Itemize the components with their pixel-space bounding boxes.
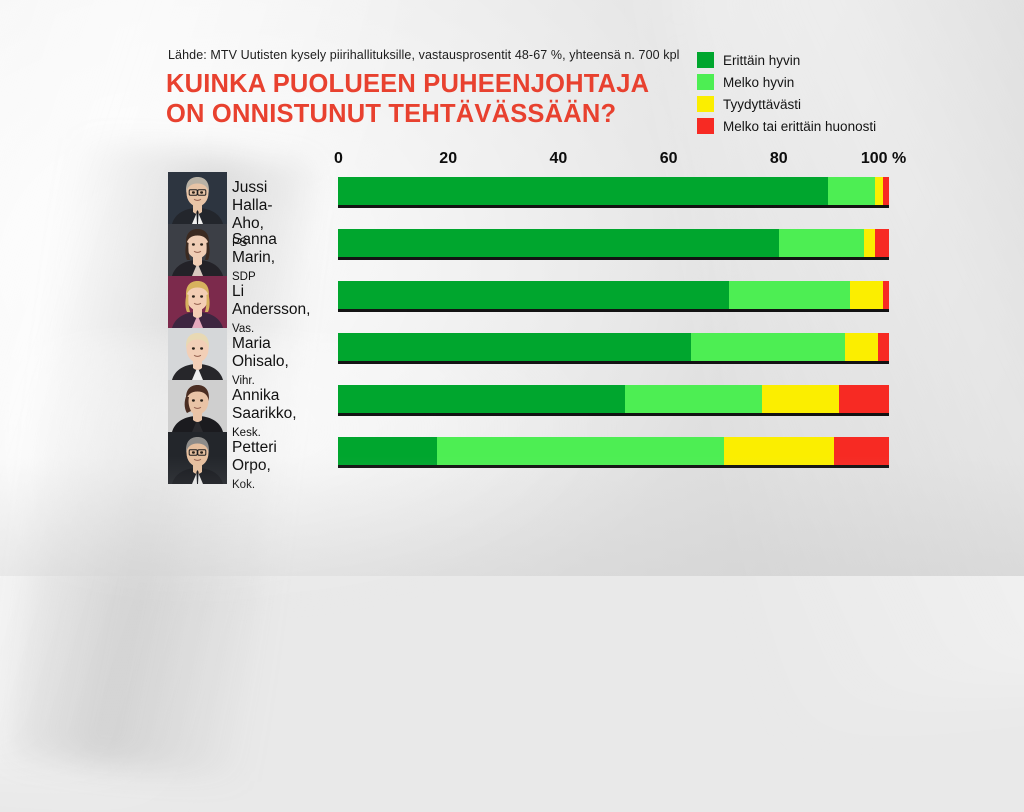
backdrop-bottom-fade xyxy=(0,456,1024,576)
candidate-party: Vihr. xyxy=(232,374,255,387)
bar-segment xyxy=(864,229,876,257)
legend-item-label: Melko hyvin xyxy=(723,74,795,90)
bar-segment xyxy=(875,229,889,257)
legend-swatch-icon xyxy=(697,52,714,68)
x-axis: 0 20 40 60 80 100 % xyxy=(334,150,906,172)
bar-segment xyxy=(883,177,889,205)
candidate-photo xyxy=(168,172,227,224)
candidate-first-name: Li xyxy=(232,283,245,300)
bar-segment xyxy=(877,333,889,361)
bar-segment xyxy=(839,385,889,413)
bar-segment xyxy=(338,281,730,309)
bar-segment xyxy=(338,333,691,361)
candidate-last-name: Ohisalo, Vihr. xyxy=(232,353,289,389)
candidate-party: SDP xyxy=(232,270,256,283)
candidate-name: Jussi Halla-Aho, PS xyxy=(232,179,272,251)
candidate-photo xyxy=(168,432,227,484)
stacked-bar xyxy=(338,333,889,361)
candidate-name: Annika Saarikko, Kesk. xyxy=(232,387,297,441)
candidate-last-name-text: Ohisalo, xyxy=(232,352,289,370)
candidate-first-name: Jussi xyxy=(232,179,268,196)
candidate-photo xyxy=(168,276,227,328)
bar-segment xyxy=(338,385,625,413)
stacked-bar xyxy=(338,437,889,465)
legend-swatch-icon xyxy=(697,96,714,112)
bar-segment xyxy=(833,437,889,465)
bar-segment xyxy=(437,437,724,465)
candidate-name: Petteri Orpo, Kok. xyxy=(232,439,277,493)
candidate-last-name: Orpo, Kok. xyxy=(232,457,277,493)
candidate-party: Kesk. xyxy=(232,426,261,439)
candidate-party: Kok. xyxy=(232,478,256,491)
bar-segment xyxy=(729,281,851,309)
bar-segment xyxy=(778,229,865,257)
candidate-party: Vas. xyxy=(232,322,255,335)
bar-segment xyxy=(338,229,779,257)
page-title-line-1: KUINKA PUOLUEEN PUHEENJOHTAJA xyxy=(166,70,650,98)
legend-item-label: Erittäin hyvin xyxy=(723,52,801,68)
candidate-last-name-text: Saarikko, xyxy=(232,404,297,422)
x-axis-tick-label: 0 xyxy=(333,150,343,167)
bar-segment xyxy=(723,437,834,465)
bar-segment xyxy=(762,385,840,413)
candidate-last-name-text: Andersson, xyxy=(232,300,311,318)
source-note: Lähde: MTV Uutisten kysely piirihallituk… xyxy=(168,48,680,62)
legend-item: Erittäin hyvin xyxy=(697,50,876,70)
x-axis-tick-label: 60 xyxy=(659,150,678,167)
legend-item-label: Melko tai erittäin huonosti xyxy=(723,118,877,134)
candidate-last-name: Halla-Aho, PS xyxy=(232,197,272,251)
candidate-first-name: Maria xyxy=(232,335,271,352)
stacked-bar xyxy=(338,281,889,309)
bar-segment xyxy=(338,437,438,465)
candidate-photo xyxy=(168,328,227,380)
legend-item-label: Tyydyttävästi xyxy=(723,96,802,112)
candidate-name: Li Andersson, Vas. xyxy=(232,283,310,337)
x-axis-tick-label: 20 xyxy=(439,150,458,167)
legend-swatch-icon xyxy=(697,74,714,90)
legend-item: Melko tai erittäin huonosti xyxy=(697,116,876,136)
legend-swatch-icon xyxy=(697,118,714,134)
bar-segment xyxy=(844,333,878,361)
bar-segment xyxy=(850,281,884,309)
candidate-last-name: Andersson, Vas. xyxy=(232,301,310,337)
candidate-party: PS xyxy=(232,236,248,249)
candidate-first-name: Sanna xyxy=(232,231,277,248)
page-title: KUINKA PUOLUEEN PUHEENJOHTAJA ON ONNISTU… xyxy=(166,70,649,129)
candidate-first-name: Petteri xyxy=(232,439,277,456)
candidate-last-name-text: Halla-Aho, xyxy=(232,196,273,232)
candidate-photo xyxy=(168,224,227,276)
x-axis-tick-label: 100 % xyxy=(860,150,907,167)
bar-segment xyxy=(828,177,876,205)
candidate-name: Maria Ohisalo, Vihr. xyxy=(232,335,289,389)
bar-segment xyxy=(338,177,829,205)
legend-item: Tyydyttävästi xyxy=(697,94,876,114)
bar-segment xyxy=(690,333,845,361)
candidate-last-name-text: Marin, xyxy=(232,248,276,266)
candidate-first-name: Annika xyxy=(232,387,280,404)
bar-segment xyxy=(883,281,889,309)
candidate-photo xyxy=(168,380,227,432)
stacked-bar xyxy=(338,385,889,413)
bar-segment xyxy=(624,385,763,413)
page-title-line-2: ON ONNISTUNUT TEHTÄVÄSSÄÄN? xyxy=(166,99,617,128)
bar-segment xyxy=(875,177,884,205)
legend: Erittäin hyvin Melko hyvin Tyydyttävästi Me… xyxy=(697,50,876,138)
x-axis-tick-label: 40 xyxy=(549,150,568,167)
candidate-last-name-text: Orpo, xyxy=(232,456,271,474)
stacked-bar xyxy=(338,229,889,257)
x-axis-tick-label: 80 xyxy=(769,150,788,167)
stacked-bar xyxy=(338,177,889,205)
candidate-last-name: Marin, SDP xyxy=(232,249,277,285)
candidate-name: Sanna Marin, SDP xyxy=(232,231,277,285)
legend-item: Melko hyvin xyxy=(697,72,876,92)
candidate-last-name: Saarikko, Kesk. xyxy=(232,405,297,441)
